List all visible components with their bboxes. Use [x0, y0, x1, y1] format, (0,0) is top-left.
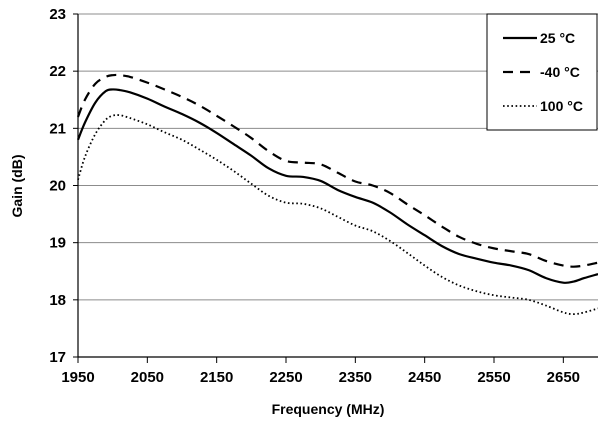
y-tick-label: 17 [49, 349, 66, 366]
tick-labels: 17 18 19 20 21 22 23 1950 2050 2150 2250 2350 2450 25… [49, 6, 580, 386]
x-tick-label: 1950 [61, 369, 94, 386]
y-tick-label: 23 [49, 6, 66, 23]
x-tick-label: 2050 [131, 369, 164, 386]
y-tick-label: 18 [49, 292, 66, 309]
legend: 25 °C -40 °C 100 °C [486, 13, 598, 131]
series-lines [76, 73, 598, 316]
y-tick-label: 20 [49, 178, 66, 195]
x-tick-label: 2350 [339, 369, 372, 386]
x-tick-label: 2250 [269, 369, 302, 386]
y-tick-label: 19 [49, 235, 66, 252]
series-line-2 [76, 73, 598, 268]
x-axis-title: Frequency (MHz) [272, 401, 385, 417]
x-tick-label: 2450 [408, 369, 441, 386]
x-tick-label: 2650 [547, 369, 580, 386]
series-line-1 [76, 88, 598, 284]
y-tick-label: 22 [49, 63, 66, 80]
x-tick-label: 2550 [477, 369, 510, 386]
series-line-3 [77, 114, 598, 316]
axes [73, 13, 598, 363]
legend-label-1: 25 °C [540, 30, 575, 46]
legend-label-2: -40 °C [540, 64, 580, 80]
legend-label-3: 100 °C [540, 98, 583, 114]
y-tick-label: 21 [49, 120, 66, 137]
y-axis-title: Gain (dB) [9, 155, 25, 218]
x-tick-label: 2150 [200, 369, 233, 386]
gridlines [78, 13, 598, 301]
